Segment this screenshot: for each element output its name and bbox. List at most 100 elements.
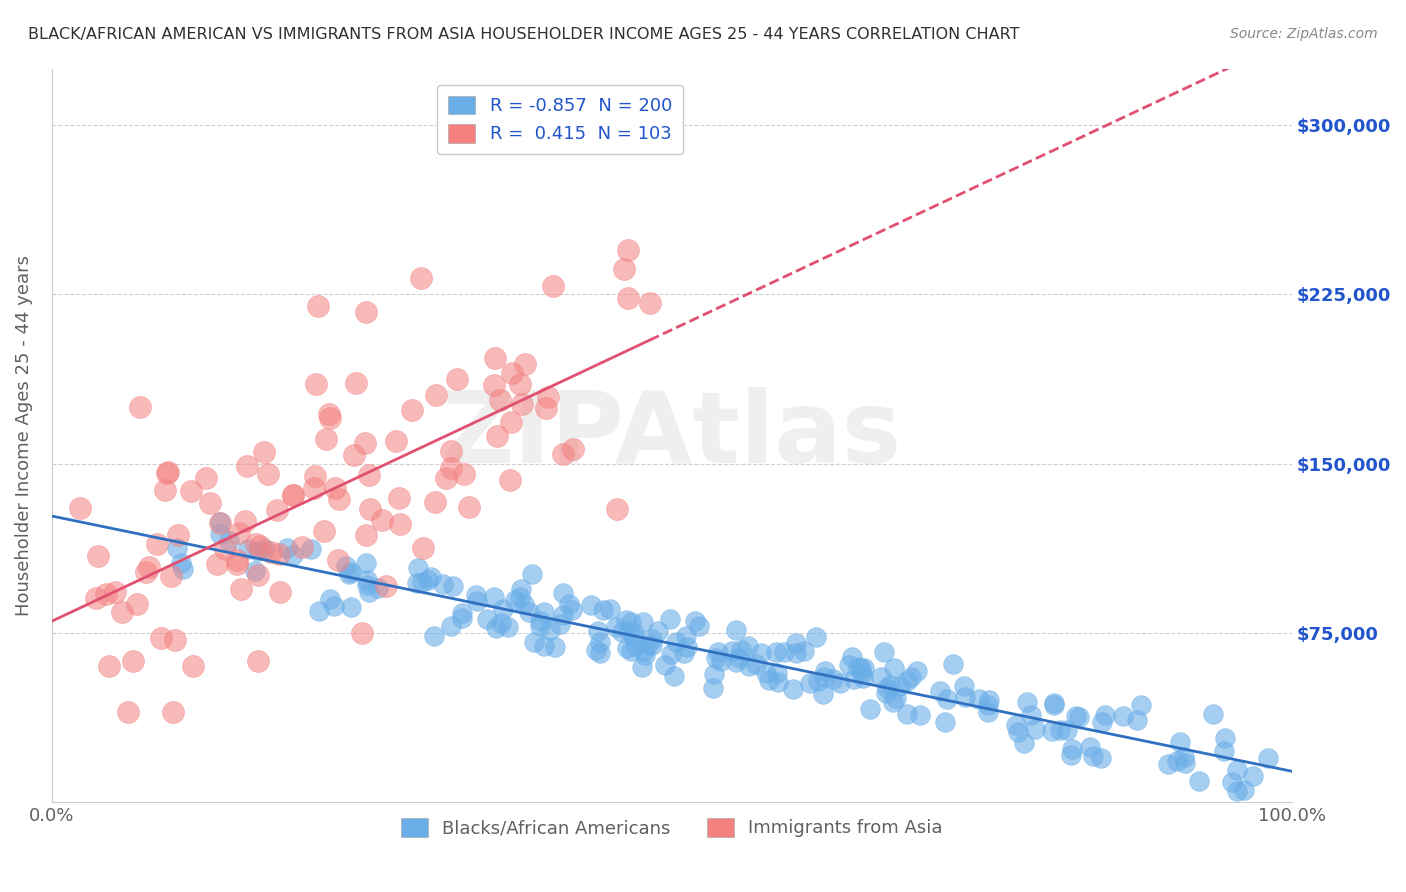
Point [440,460,463,475]
Point [534,401,557,415]
Point [484,351,506,366]
Point [276,541,298,555]
Point [337,567,360,582]
Point [953,679,976,693]
Point [685,614,707,628]
Point [163,633,186,648]
Point [243,564,266,578]
Point [523,635,546,649]
Point [852,671,875,685]
Point [561,603,583,617]
Point [314,524,336,539]
Point [641,638,664,652]
Point [738,658,761,673]
Point [553,447,575,461]
Point [406,575,429,590]
Point [510,397,533,411]
Point [852,661,875,675]
Point [104,585,127,599]
Point [859,702,882,716]
Point [340,600,363,615]
Point [672,646,695,660]
Point [384,434,406,448]
Point [446,372,468,386]
Point [704,651,727,665]
Point [813,670,835,684]
Point [624,640,647,654]
Point [610,624,633,639]
Point [1257,751,1279,765]
Point [253,445,276,459]
Point [613,262,636,277]
Point [499,416,522,430]
Point [1166,755,1188,769]
Point [425,388,447,402]
Point [755,665,778,680]
Point [623,631,645,645]
Point [434,470,457,484]
Point [1067,710,1090,724]
Point [544,640,567,655]
Point [616,291,638,305]
Point [882,695,904,709]
Point [509,590,531,604]
Point [86,549,108,563]
Point [409,270,432,285]
Point [425,495,447,509]
Point [630,659,652,673]
Point [934,714,956,729]
Point [873,645,896,659]
Point [1042,698,1064,712]
Point [464,588,486,602]
Point [98,659,121,673]
Point [936,692,959,706]
Point [299,541,322,556]
Point [541,278,564,293]
Point [198,496,221,510]
Point [745,657,768,671]
Point [724,655,747,669]
Point [1094,707,1116,722]
Point [307,299,329,313]
Point [350,626,373,640]
Point [228,525,250,540]
Point [170,556,193,570]
Point [1081,749,1104,764]
Point [440,443,463,458]
Point [1064,709,1087,723]
Point [458,500,481,514]
Point [703,666,725,681]
Point [166,541,188,555]
Point [533,605,555,619]
Point [281,488,304,502]
Point [553,607,575,622]
Point [637,638,659,652]
Point [323,482,346,496]
Point [641,632,664,646]
Point [509,376,531,391]
Point [1168,735,1191,749]
Point [1043,696,1066,710]
Point [388,491,411,505]
Point [218,534,240,549]
Point [1056,723,1078,737]
Point [1226,784,1249,798]
Point [1157,756,1180,771]
Point [896,706,918,721]
Point [633,644,655,658]
Point [620,644,643,658]
Point [538,623,561,637]
Point [259,545,281,559]
Point [977,692,1000,706]
Point [905,664,928,678]
Point [156,466,179,480]
Point [1125,713,1147,727]
Point [356,573,378,587]
Point [804,630,827,644]
Point [1040,724,1063,739]
Point [172,561,194,575]
Point [977,698,1000,712]
Point [205,558,228,572]
Point [654,658,676,673]
Point [162,705,184,719]
